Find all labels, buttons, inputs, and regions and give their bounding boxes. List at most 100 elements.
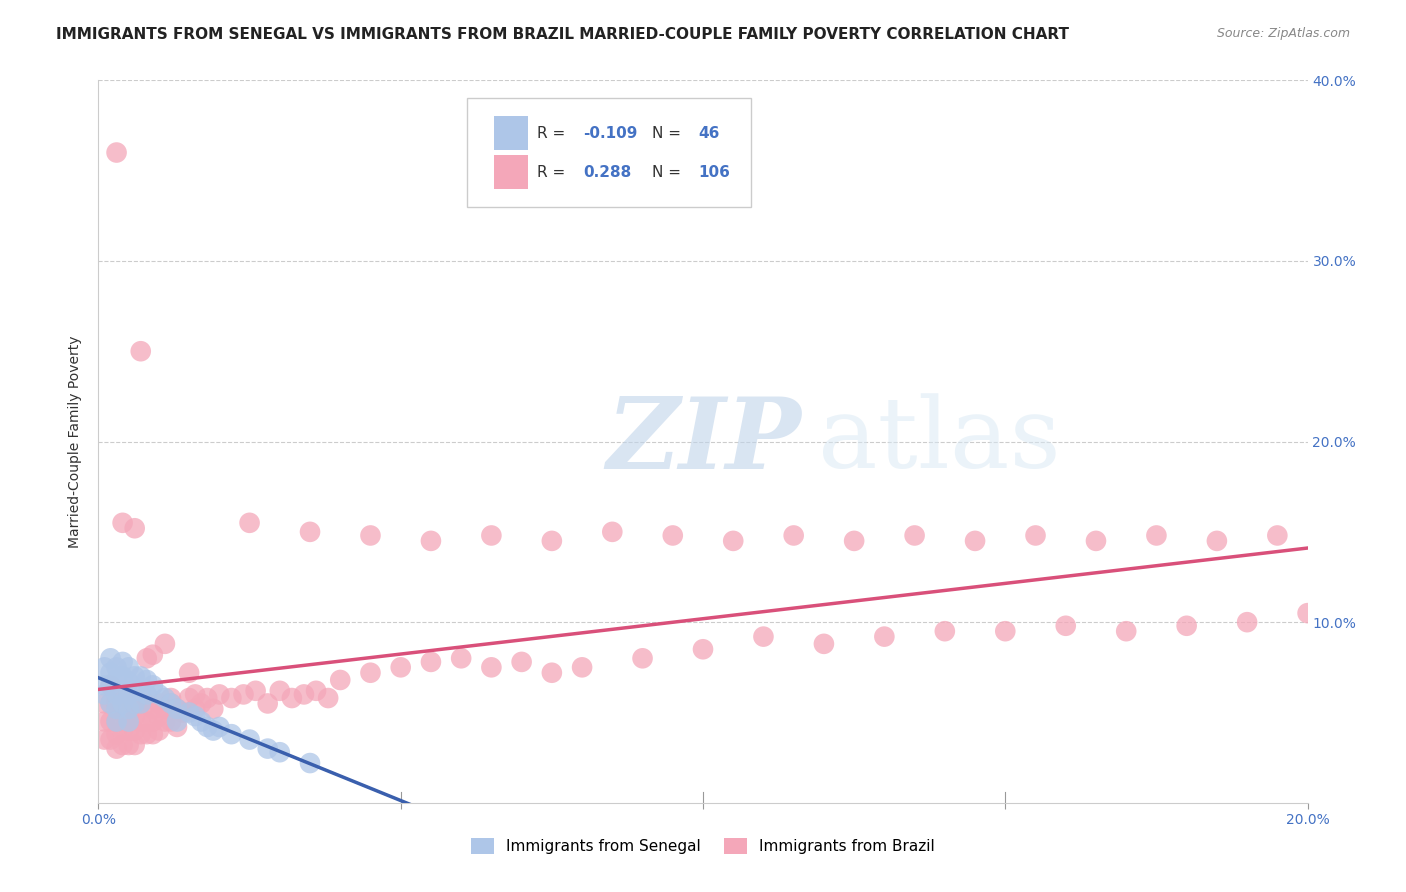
- Point: [142, 648, 165, 662]
- Point: [148, 723, 170, 738]
- Point: [124, 723, 146, 738]
- Point: [135, 727, 157, 741]
- Point: [93, 678, 115, 692]
- Point: [129, 727, 152, 741]
- Point: [256, 741, 278, 756]
- Point: [202, 702, 225, 716]
- Text: N =: N =: [652, 164, 686, 179]
- Point: [221, 727, 243, 741]
- Point: [160, 691, 183, 706]
- Point: [129, 669, 152, 683]
- Point: [118, 714, 141, 729]
- Point: [118, 738, 141, 752]
- Point: [93, 732, 115, 747]
- Point: [316, 691, 339, 706]
- Point: [105, 714, 128, 729]
- Point: [118, 709, 141, 723]
- Point: [118, 660, 141, 674]
- Point: [166, 702, 188, 716]
- Point: [135, 697, 157, 711]
- Text: atlas: atlas: [818, 393, 1060, 490]
- Point: [481, 528, 503, 542]
- Point: [540, 665, 562, 680]
- Point: [118, 687, 141, 701]
- Point: [1024, 528, 1046, 542]
- Point: [129, 697, 152, 711]
- Point: [100, 678, 122, 692]
- Y-axis label: Married-Couple Family Poverty: Married-Couple Family Poverty: [69, 335, 83, 548]
- Point: [510, 655, 533, 669]
- Point: [904, 528, 927, 542]
- Point: [100, 651, 122, 665]
- Point: [389, 660, 412, 674]
- Bar: [494, 116, 527, 151]
- Text: R =: R =: [537, 164, 571, 179]
- Point: [481, 660, 503, 674]
- Point: [111, 683, 134, 698]
- Point: [420, 533, 443, 548]
- Point: [184, 702, 207, 716]
- Point: [1267, 528, 1289, 542]
- Point: [269, 683, 291, 698]
- Point: [190, 714, 212, 729]
- Point: [844, 533, 866, 548]
- Point: [105, 145, 128, 160]
- Point: [184, 687, 207, 701]
- Point: [124, 683, 146, 698]
- Point: [166, 720, 188, 734]
- Point: [111, 738, 134, 752]
- Point: [129, 697, 152, 711]
- Point: [184, 709, 207, 723]
- Point: [602, 524, 624, 539]
- Point: [166, 702, 188, 716]
- Point: [661, 528, 683, 542]
- Point: [142, 678, 165, 692]
- Text: R =: R =: [537, 126, 571, 141]
- Point: [93, 697, 115, 711]
- Point: [142, 702, 165, 716]
- Point: [100, 697, 122, 711]
- Point: [299, 524, 322, 539]
- FancyBboxPatch shape: [467, 98, 751, 207]
- Point: [1144, 528, 1167, 542]
- Point: [160, 697, 183, 711]
- Point: [124, 709, 146, 723]
- Point: [281, 691, 304, 706]
- Point: [129, 714, 152, 729]
- Point: [208, 687, 231, 701]
- Point: [692, 642, 714, 657]
- Text: 106: 106: [699, 164, 730, 179]
- Point: [1206, 533, 1229, 548]
- Point: [965, 533, 987, 548]
- Point: [360, 665, 382, 680]
- Point: [124, 738, 146, 752]
- Point: [571, 660, 593, 674]
- Text: 0.288: 0.288: [583, 164, 631, 179]
- Point: [239, 732, 262, 747]
- Point: [752, 630, 775, 644]
- Point: [135, 714, 157, 729]
- Point: [105, 660, 128, 674]
- Point: [93, 687, 115, 701]
- Point: [124, 521, 146, 535]
- Bar: [494, 154, 527, 189]
- Point: [129, 344, 152, 359]
- Point: [118, 702, 141, 716]
- Point: [292, 687, 315, 701]
- Point: [100, 697, 122, 711]
- Point: [111, 655, 134, 669]
- Point: [195, 720, 218, 734]
- Point: [221, 691, 243, 706]
- Point: [105, 741, 128, 756]
- Point: [118, 723, 141, 738]
- Point: [202, 723, 225, 738]
- Text: Source: ZipAtlas.com: Source: ZipAtlas.com: [1216, 27, 1350, 40]
- Point: [105, 697, 128, 711]
- Point: [124, 697, 146, 711]
- Point: [873, 630, 896, 644]
- Point: [1236, 615, 1258, 630]
- Point: [1085, 533, 1108, 548]
- Point: [1115, 624, 1137, 639]
- Point: [179, 665, 201, 680]
- Point: [239, 516, 262, 530]
